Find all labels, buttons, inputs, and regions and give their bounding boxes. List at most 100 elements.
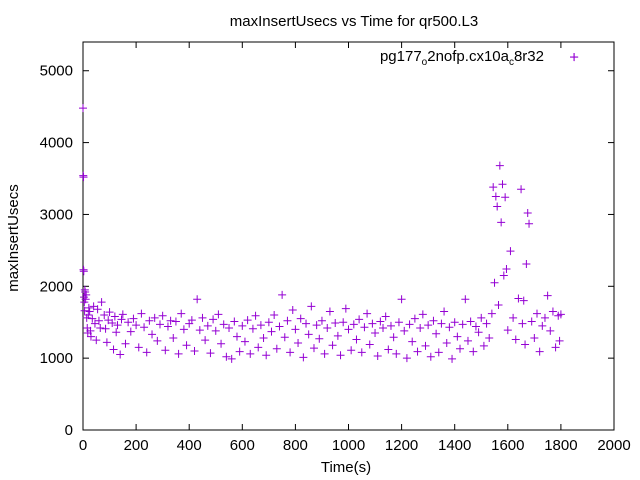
x-tick-label: 1800 [544,437,577,454]
data-point [493,202,502,211]
data-point [538,321,547,330]
data-point [291,325,300,334]
data-point [116,350,125,359]
data-point [363,309,372,318]
data-point [518,319,527,328]
data-point [400,326,409,335]
data-point [360,323,369,332]
data-point [416,323,425,332]
data-point [129,314,138,323]
data-point [251,311,260,320]
data-point [497,218,506,227]
data-point [148,330,157,339]
data-point [79,173,88,182]
data-point [485,334,494,343]
data-point [209,315,218,324]
data-point [118,310,127,319]
data-point [296,314,305,323]
x-tick-label: 2000 [597,437,630,454]
data-point [126,327,135,336]
data-point [286,348,295,357]
data-point [94,316,103,325]
data-point [80,306,89,315]
data-point [84,303,93,312]
y-tick-label: 2000 [40,278,73,295]
data-point [344,325,353,334]
data-point [450,318,459,327]
y-tick-label: 5000 [40,63,73,80]
data-point [503,326,512,335]
data-point [527,317,536,326]
data-point [519,296,528,305]
data-point [328,341,337,350]
data-point [79,104,87,113]
legend-marker [570,53,578,61]
data-point [235,347,244,356]
data-point [458,320,467,329]
data-point [410,314,419,323]
legend-label: pg177o2nofp.cx10ac8r32 [380,48,544,68]
data-point [386,321,395,330]
data-point [352,335,361,344]
data-point [150,313,159,322]
data-point [238,321,247,330]
data-point [307,302,316,311]
data-point [413,347,422,356]
data-point [153,336,162,345]
data-point [88,314,97,323]
data-point [155,320,164,329]
data-point [331,318,340,327]
data-point [243,316,252,325]
y-axis-title: maxInsertUsecs [5,184,22,292]
data-point [477,313,486,322]
data-point [97,298,106,307]
data-point [163,322,172,331]
data-point [456,344,465,353]
data-point [240,337,249,346]
data-point [304,330,313,339]
y-tick-label: 0 [65,422,73,439]
data-point [502,265,511,274]
data-point [102,338,111,347]
data-point [535,347,544,356]
x-tick-label: 0 [79,437,87,454]
data-point [379,323,388,332]
data-point [145,316,154,325]
data-point [445,323,454,332]
data-point [509,313,518,322]
data-point [158,311,167,320]
x-tick-label: 400 [177,437,202,454]
data-point [490,278,499,287]
data-point [270,311,279,320]
data-point [491,192,500,201]
data-point [368,319,377,328]
y-tick-label: 3000 [40,206,73,223]
data-point [432,329,441,338]
axis-ticks: 0 200 400 600 800 1000 1200 1400 1600 1800 2000 0 10… [40,42,631,454]
x-tick-label: 1000 [332,437,365,454]
x-tick-label: 800 [283,437,308,454]
x-tick-label: 1400 [438,437,471,454]
data-point [487,309,496,318]
data-point [421,341,430,350]
data-point [525,219,534,228]
data-point [214,310,223,319]
data-point [341,304,350,313]
data-point [514,294,523,303]
data-point [540,313,549,322]
data-point [495,161,504,170]
data-point [256,321,265,330]
data-point [317,316,326,325]
data-point [336,351,345,360]
legend-label-sub1: o [422,57,428,68]
data-point [394,318,403,327]
data-point [198,313,207,322]
data-point [264,318,273,327]
data-point [448,354,457,363]
data-point [85,307,94,316]
data-point [117,315,126,324]
data-point [469,347,478,356]
data-point [299,353,308,362]
data-point [177,309,186,318]
